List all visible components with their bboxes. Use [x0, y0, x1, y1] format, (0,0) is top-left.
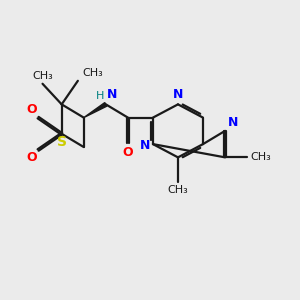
- Text: N: N: [228, 116, 238, 129]
- Text: N: N: [140, 139, 150, 152]
- Polygon shape: [84, 103, 107, 118]
- Text: O: O: [123, 146, 133, 159]
- Text: CH₃: CH₃: [82, 68, 103, 78]
- Text: CH₃: CH₃: [250, 152, 271, 162]
- Text: CH₃: CH₃: [168, 185, 188, 195]
- Text: H: H: [96, 92, 104, 101]
- Text: O: O: [26, 152, 37, 164]
- Text: S: S: [57, 135, 67, 149]
- Text: O: O: [26, 103, 37, 116]
- Text: N: N: [173, 88, 183, 101]
- Text: CH₃: CH₃: [32, 71, 53, 81]
- Text: N: N: [107, 88, 118, 101]
